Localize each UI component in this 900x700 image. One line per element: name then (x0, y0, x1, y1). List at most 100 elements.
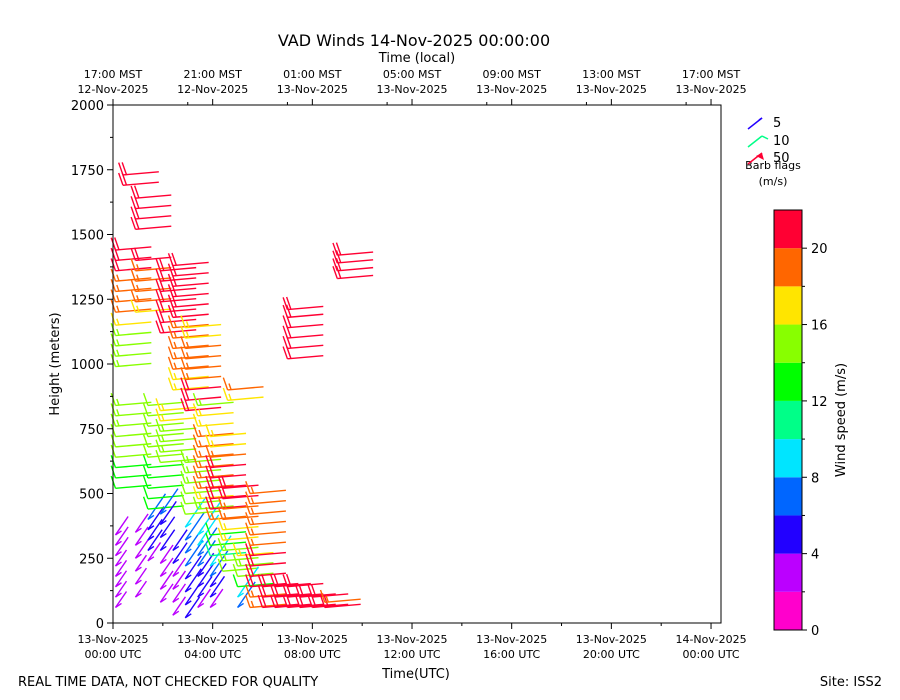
barb-shaft (115, 266, 152, 272)
barb-full (142, 444, 149, 458)
barb-shaft (287, 593, 324, 598)
barb-shaft (115, 463, 152, 469)
legend-label: 5 (773, 116, 781, 131)
legend-barb-flag (756, 153, 764, 160)
barb-half (159, 532, 167, 539)
barb-shaft (249, 562, 286, 567)
colorbar-bin (774, 553, 802, 592)
barb-half (238, 548, 242, 556)
barb-half (116, 359, 120, 367)
barb-shaft (337, 259, 374, 264)
colorbar-label: Wind speed (m/s) (834, 363, 849, 477)
barb-full (167, 273, 174, 287)
barb-shaft (197, 527, 218, 557)
barb-half (136, 264, 140, 271)
barb-shaft (172, 323, 209, 329)
barb-shaft (172, 272, 209, 277)
barb-full (217, 527, 224, 541)
barb-shaft (197, 505, 234, 510)
barb-half (197, 530, 205, 536)
barb-half (250, 517, 255, 525)
barb-shaft (222, 536, 259, 541)
x-tick-time: 20:00 UTC (583, 648, 640, 661)
barb-full (232, 553, 239, 567)
barb-shaft (197, 401, 234, 407)
barb-half (250, 590, 255, 598)
barb-full (180, 491, 186, 505)
barb-shaft (209, 535, 232, 567)
barb-shaft (160, 458, 197, 464)
legend-caption-units: (m/s) (759, 175, 788, 188)
barb-shaft (172, 386, 209, 391)
barb-half (184, 522, 192, 528)
barb-shaft (299, 603, 336, 609)
barb-full (205, 486, 211, 499)
barb-half (185, 352, 190, 359)
y-tick-label: 750 (79, 423, 104, 438)
barb-full (332, 242, 338, 256)
barb-full (217, 548, 224, 562)
legend-label: 10 (773, 134, 790, 149)
colorbar-tick-label: 8 (811, 471, 819, 486)
barb-half (161, 435, 165, 442)
barb-half (197, 551, 205, 557)
colorbar-bin (774, 248, 802, 287)
barb-half (147, 535, 155, 541)
barb-shaft (197, 494, 234, 500)
barb-full (245, 563, 251, 577)
barb-full (130, 206, 137, 220)
barb-half (198, 440, 202, 447)
barb-shaft (134, 567, 148, 585)
chart-title: VAD Winds 14-Nov-2025 00:00:00 (278, 31, 550, 50)
barb-half (185, 455, 190, 463)
x-axis-label: Time(UTC) (381, 667, 450, 682)
barb-shaft (172, 344, 209, 350)
barb-full (180, 346, 186, 360)
barb-full (205, 424, 211, 437)
barb-full (155, 320, 162, 334)
barb-shaft (249, 603, 286, 609)
barb-full (221, 475, 227, 489)
barb-half (116, 339, 120, 346)
barb-shaft (197, 552, 215, 577)
barb-half (198, 481, 202, 489)
barb-shaft (249, 500, 286, 505)
barb-full (273, 573, 280, 587)
legend-caption: Barb flags (745, 159, 801, 172)
barb-half (250, 528, 255, 535)
barb-full (205, 434, 211, 448)
colorbar-bin (774, 362, 802, 401)
barb-full (180, 325, 186, 339)
barb-full (142, 486, 149, 499)
barb-full (180, 501, 186, 515)
barb-half (198, 471, 202, 478)
barb-full (205, 496, 211, 510)
barb-half (198, 398, 202, 406)
barb-half (161, 445, 165, 452)
barb-shaft (114, 516, 129, 536)
barb-shaft (209, 588, 224, 608)
barb-half (197, 582, 205, 588)
barb-full (192, 475, 199, 489)
barb-half (115, 571, 122, 577)
barb-half (115, 602, 122, 609)
barb-shaft (159, 570, 174, 590)
barb-shaft (147, 401, 184, 407)
barb-full (142, 413, 149, 427)
barb-shaft (160, 318, 197, 324)
barb-half (238, 559, 242, 566)
barb-shaft (185, 468, 222, 474)
barb-shaft (287, 305, 324, 311)
barb-half (135, 527, 142, 533)
barb-shaft (249, 510, 286, 515)
barb-full (155, 398, 162, 411)
barb-shaft (147, 506, 165, 531)
barb-shaft (147, 474, 184, 479)
barb-full (130, 216, 137, 230)
x-tick-time: 16:00 UTC (483, 648, 540, 661)
barb-shaft (172, 529, 188, 551)
barb-half (172, 545, 180, 552)
barb-shaft (249, 582, 286, 588)
barb-full (245, 553, 251, 567)
barb-half (159, 509, 167, 515)
